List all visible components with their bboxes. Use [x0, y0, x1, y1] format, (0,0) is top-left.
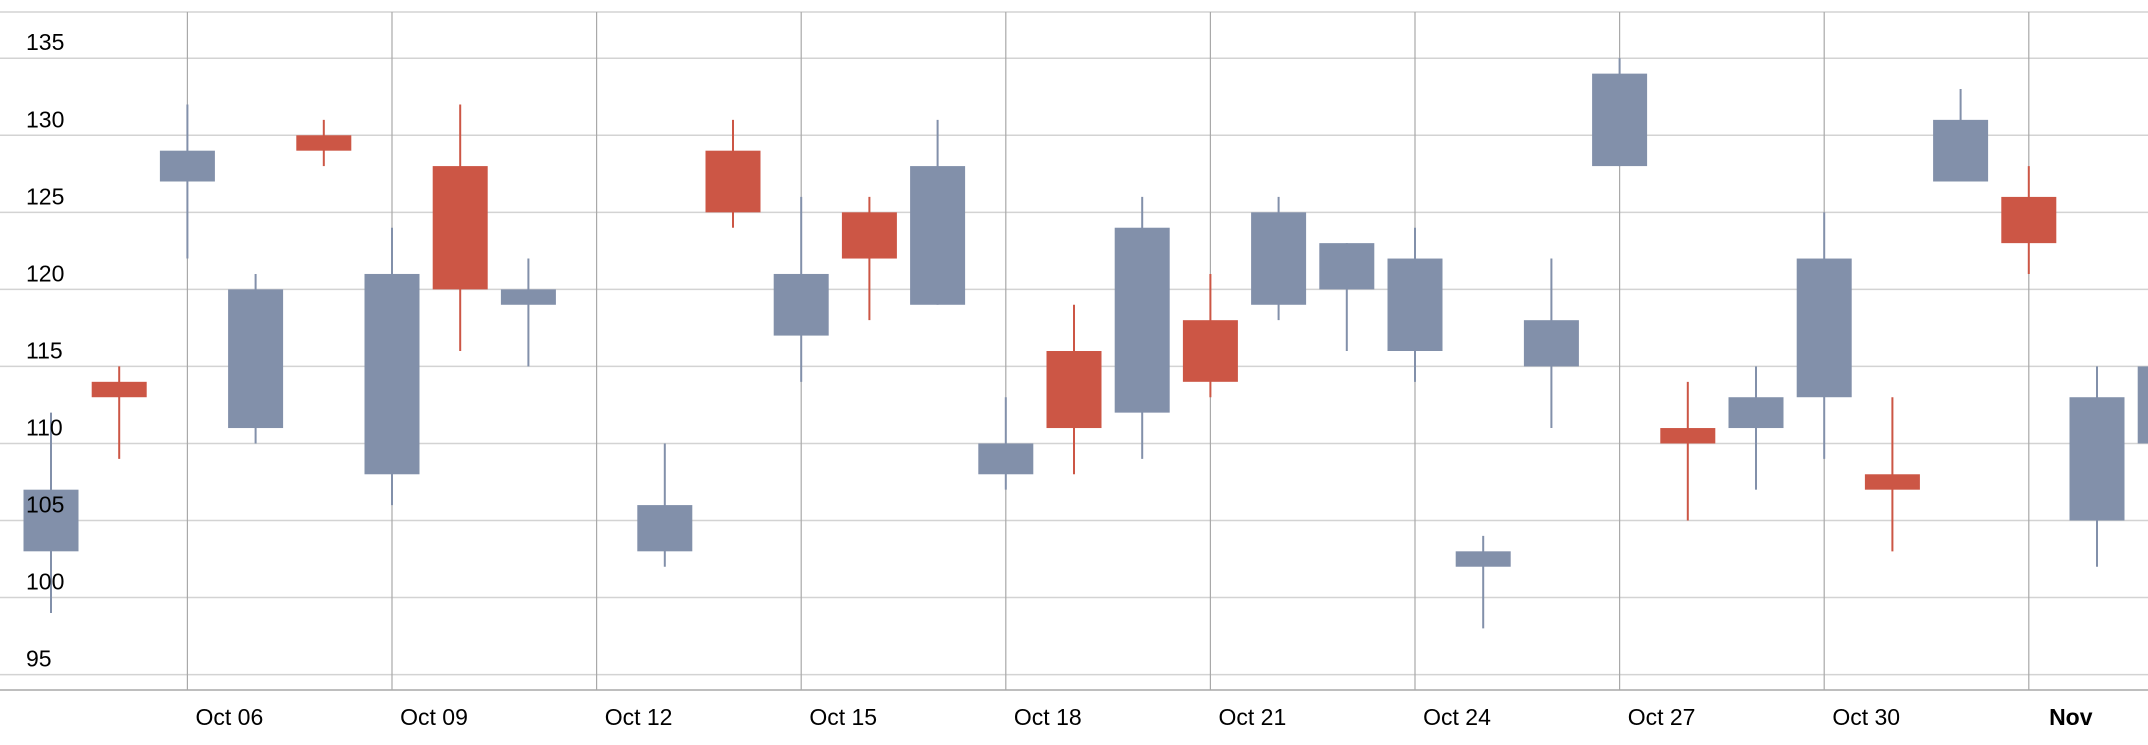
- candle-up[interactable]: [1524, 259, 1579, 429]
- candle-body: [842, 212, 897, 258]
- candle-up[interactable]: [1319, 243, 1374, 351]
- candle-down[interactable]: [296, 120, 351, 166]
- candle-body: [501, 289, 556, 304]
- candle-up[interactable]: [1797, 212, 1852, 459]
- candle-up[interactable]: [2070, 366, 2125, 566]
- candle-body: [1729, 397, 1784, 428]
- candle-body: [1183, 320, 1238, 382]
- candle-body: [1319, 243, 1374, 289]
- candle-down[interactable]: [1865, 397, 1920, 551]
- candle-up[interactable]: [1592, 58, 1647, 166]
- y-tick-label: 135: [26, 29, 64, 55]
- x-axis-tick-labels: Oct 06 Oct 09 Oct 12 Oct 15 Oct 18 Oct 21 Oct …: [196, 704, 2093, 730]
- y-tick-label: 110: [26, 414, 63, 440]
- candle-body: [1592, 74, 1647, 166]
- y-tick-label: 95: [26, 646, 52, 672]
- candle-up[interactable]: [1933, 89, 1988, 181]
- candle-body: [1251, 212, 1306, 304]
- x-tick-label: Oct 18: [1014, 704, 1082, 730]
- candle-down[interactable]: [433, 104, 488, 351]
- candle-body: [1660, 428, 1715, 443]
- candle-body: [2138, 366, 2148, 443]
- x-tick-label: Oct 15: [809, 704, 877, 730]
- x-tick-label: Oct 06: [196, 704, 264, 730]
- candle-up[interactable]: [228, 274, 283, 444]
- candle-up[interactable]: [365, 228, 420, 505]
- candle-up[interactable]: [1251, 197, 1306, 320]
- candle-body: [365, 274, 420, 474]
- candle-body: [433, 166, 488, 289]
- candle-up[interactable]: [1388, 228, 1443, 382]
- candle-body: [1524, 320, 1579, 366]
- candle-up[interactable]: [1729, 366, 1784, 489]
- candle-body: [2070, 397, 2125, 520]
- candle-up[interactable]: [774, 197, 829, 382]
- x-tick-label: Nov: [2049, 704, 2093, 730]
- candle-down[interactable]: [92, 366, 147, 458]
- candle-up[interactable]: [160, 104, 215, 258]
- candle-body: [1047, 351, 1102, 428]
- x-gridlines: [187, 12, 2028, 690]
- x-tick-label: Oct 30: [1832, 704, 1900, 730]
- y-tick-label: 115: [26, 337, 63, 363]
- candle-down[interactable]: [1183, 274, 1238, 397]
- candle-body: [1388, 259, 1443, 351]
- candle-down[interactable]: [842, 197, 897, 320]
- y-tick-label: 100: [26, 569, 64, 595]
- y-tick-label: 125: [26, 183, 64, 209]
- candle-up[interactable]: [501, 259, 556, 367]
- candle-body: [1797, 259, 1852, 398]
- candle-up[interactable]: [2138, 305, 2148, 490]
- candle-body: [1115, 228, 1170, 413]
- y-tick-label: 105: [26, 492, 64, 518]
- candle-body: [296, 135, 351, 150]
- y-tick-label: 130: [26, 106, 64, 132]
- candle-body: [92, 382, 147, 397]
- x-tick-label: Oct 27: [1628, 704, 1696, 730]
- candle-down[interactable]: [2001, 166, 2056, 274]
- candle-body: [637, 505, 692, 551]
- candle-body: [228, 289, 283, 428]
- y-axis-tick-labels: 95 100 105 110 115 120 125 130 135: [26, 29, 64, 671]
- candle-body: [706, 151, 761, 213]
- candle-body: [910, 166, 965, 305]
- x-tick-label: Oct 09: [400, 704, 468, 730]
- candle-up[interactable]: [1115, 197, 1170, 459]
- x-tick-label: Oct 21: [1219, 704, 1287, 730]
- candle-down[interactable]: [1047, 305, 1102, 475]
- candles: [24, 58, 2148, 628]
- candle-body: [1933, 120, 1988, 182]
- x-tick-label: Oct 24: [1423, 704, 1491, 730]
- candle-down[interactable]: [1660, 382, 1715, 521]
- candle-body: [774, 274, 829, 336]
- candle-body: [2001, 197, 2056, 243]
- candle-up[interactable]: [637, 443, 692, 566]
- candle-body: [1456, 551, 1511, 566]
- y-tick-label: 120: [26, 260, 64, 286]
- x-tick-label: Oct 12: [605, 704, 673, 730]
- candle-body: [978, 443, 1033, 474]
- candle-body: [1865, 474, 1920, 489]
- candle-down[interactable]: [706, 120, 761, 228]
- candle-up[interactable]: [910, 120, 965, 305]
- candle-up[interactable]: [1456, 536, 1511, 628]
- candle-body: [160, 151, 215, 182]
